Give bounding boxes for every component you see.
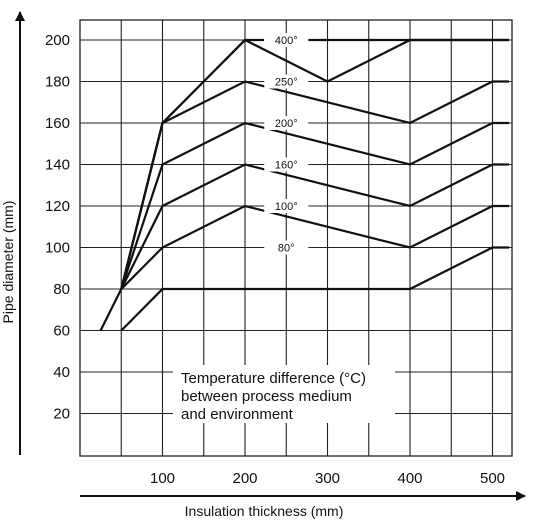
series-line-1 (120, 204, 509, 290)
series-lines (99, 38, 509, 332)
y-tick-label: 60 (53, 323, 70, 340)
y-tick-label: 40 (53, 364, 70, 381)
annotation-backdrop (173, 365, 395, 423)
x-tick-label: 300 (315, 470, 340, 487)
series-line-0 (120, 246, 509, 332)
y-axis-title: Pipe diameter (mm) (0, 201, 16, 324)
series-label-3: 200° (275, 118, 298, 130)
series-label-backdrop (264, 240, 309, 255)
series-label-backdrop (264, 33, 309, 47)
series-label-backdrop (264, 157, 309, 172)
series-label-2: 160° (275, 160, 298, 172)
annotation-line-1: between process medium (181, 388, 352, 405)
series-line-6 (99, 38, 509, 331)
series-label-backdrop (264, 116, 309, 130)
x-tick-label: 100 (150, 470, 175, 487)
series-label-0: 80° (278, 243, 295, 255)
annotation-line-2: and environment (181, 406, 294, 423)
y-tick-label: 80 (53, 281, 70, 298)
y-tick-label: 200 (45, 32, 70, 49)
x-axis-title: Insulation thickness (mm) (185, 503, 344, 519)
y-tick-label: 120 (45, 198, 70, 215)
series-label-1: 100° (275, 201, 298, 213)
series-line-3 (120, 121, 509, 290)
x-tick-label: 200 (232, 470, 257, 487)
x-tick-label: 400 (397, 470, 422, 487)
y-tick-label: 140 (45, 157, 70, 174)
series-label-4: 250° (275, 77, 298, 89)
y-tick-label: 100 (45, 240, 70, 257)
annotation-line-0: Temperature difference (°C) (181, 370, 366, 387)
annotation-box: Temperature difference (°C)between proce… (173, 365, 395, 423)
axes: 20 40 60 80 100 120 140 160 180 200 100 200 300 400 50… (0, 11, 526, 519)
x-tick-label: 500 (480, 470, 505, 487)
series-label-backdrop (264, 199, 309, 213)
series-labels: 80°100°160°200°250°300°400° (264, 33, 309, 255)
y-tick-label: 160 (45, 115, 70, 132)
series-line-2 (120, 163, 509, 290)
plot-frame (79, 19, 513, 457)
series-label-backdrop (264, 74, 309, 89)
y-tick-label: 180 (45, 74, 70, 91)
y-tick-label: 20 (53, 406, 70, 423)
series-label-6: 400° (275, 35, 298, 47)
